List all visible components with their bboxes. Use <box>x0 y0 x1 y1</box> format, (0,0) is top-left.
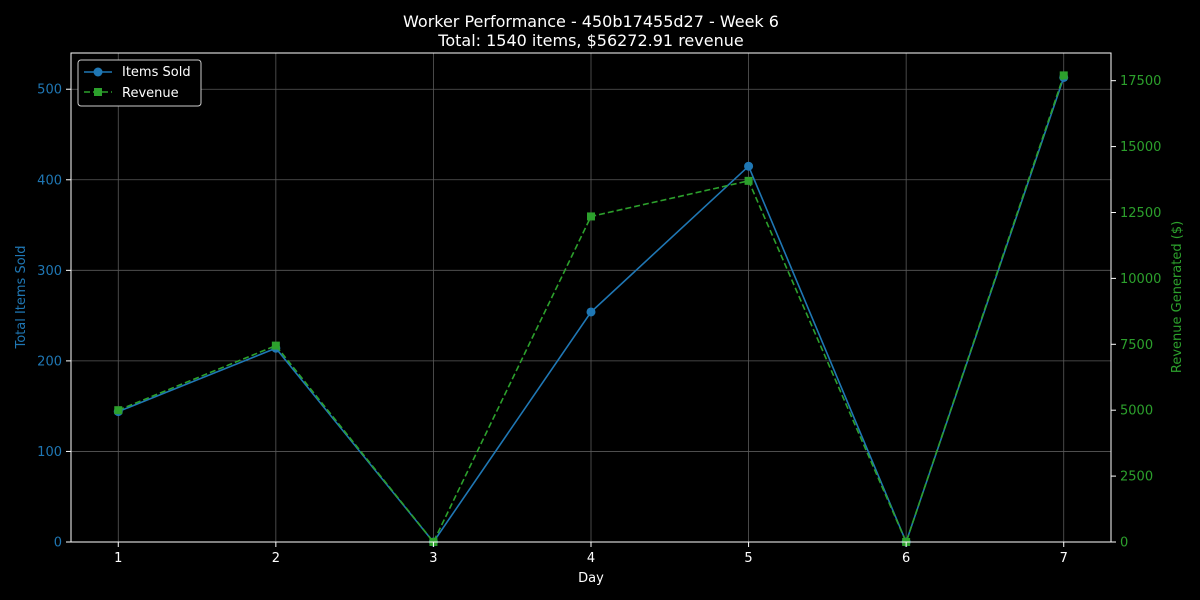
x-tick-label: 3 <box>429 551 437 566</box>
y-right-tick-label: 5000 <box>1120 404 1153 419</box>
legend-item-revenue: Revenue <box>84 86 179 101</box>
data-point-items-sold <box>586 307 596 317</box>
y-right-tick-label: 7500 <box>1120 338 1153 353</box>
data-point-revenue <box>744 176 753 185</box>
y-axis-right-label: Revenue Generated ($) <box>1170 221 1185 373</box>
y-left-tick-label: 100 <box>37 445 62 460</box>
legend-item-items-sold: Items Sold <box>84 65 191 80</box>
y-right-tick-label: 17500 <box>1120 74 1161 89</box>
y-axis-left: 0 100 200 300 400 500 <box>37 83 71 551</box>
y-left-tick-label: 300 <box>37 264 62 279</box>
y-right-tick-label: 0 <box>1120 536 1128 551</box>
x-tick-label: 7 <box>1060 551 1068 566</box>
data-point-revenue <box>114 406 123 415</box>
chart-title: Worker Performance - 450b17455d27 - Week… <box>403 12 779 31</box>
x-tick-label: 2 <box>272 551 280 566</box>
x-tick-label: 5 <box>744 551 752 566</box>
data-point-revenue <box>271 341 280 350</box>
y-left-tick-label: 0 <box>54 536 62 551</box>
y-left-tick-label: 200 <box>37 354 62 369</box>
legend-marker-revenue <box>94 88 102 96</box>
y-left-tick-label: 400 <box>37 173 62 188</box>
x-tick-label: 4 <box>587 551 595 566</box>
chart-subtitle: Total: 1540 items, $56272.91 revenue <box>437 31 743 50</box>
legend-label-items-sold: Items Sold <box>122 65 191 80</box>
data-point-revenue <box>1059 71 1068 80</box>
grid <box>71 53 1111 543</box>
y-right-tick-label: 12500 <box>1120 206 1161 221</box>
x-tick-label: 1 <box>114 551 122 566</box>
legend-marker-items-sold <box>93 67 103 77</box>
y-axis-right: 0 2500 5000 7500 10000 12500 15000 17500 <box>1111 74 1161 551</box>
y-axis-left-label: Total Items Sold <box>14 245 29 349</box>
legend-label-revenue: Revenue <box>122 86 179 101</box>
y-left-tick-label: 500 <box>37 83 62 98</box>
x-tick-label: 6 <box>902 551 910 566</box>
x-axis: 1 2 3 4 5 6 7 <box>114 542 1068 566</box>
legend: Items Sold Revenue <box>77 59 202 107</box>
data-point-revenue <box>587 212 595 221</box>
y-right-tick-label: 10000 <box>1120 272 1161 287</box>
y-right-tick-label: 15000 <box>1120 140 1161 155</box>
x-axis-label: Day <box>578 571 604 586</box>
y-right-tick-label: 2500 <box>1120 470 1153 485</box>
data-point-items-sold <box>744 161 754 171</box>
